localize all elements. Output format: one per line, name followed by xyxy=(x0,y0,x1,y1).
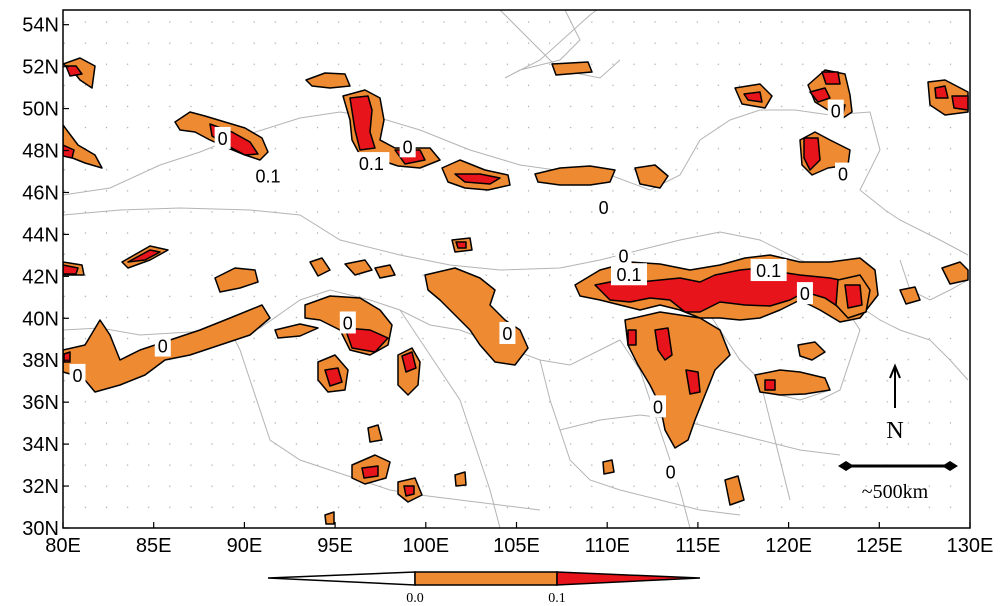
contour-label-box xyxy=(796,282,813,305)
colorbar-left-triangle xyxy=(267,571,416,586)
contour-label-box xyxy=(353,152,390,175)
contour-label-box xyxy=(595,196,612,219)
contour-label-box xyxy=(339,311,356,334)
contour-label: 0 xyxy=(158,337,168,357)
contour-label: 0.1 xyxy=(359,154,384,174)
contour-label-box xyxy=(69,363,86,386)
contour-label-box xyxy=(399,135,416,158)
colorbar-label-0: 0.0 xyxy=(406,591,424,606)
contour-label-box xyxy=(214,126,231,149)
x-tick-label: 100E xyxy=(402,535,449,557)
x-axis: 80E 85E 90E 95E 100E 105E 110E 115E 120E 125E 130E xyxy=(45,522,993,557)
contour-label: 0 xyxy=(831,102,841,122)
y-tick-label: 46N xyxy=(22,182,59,204)
y-tick-label: 36N xyxy=(22,392,59,414)
contour-label: 0 xyxy=(403,137,413,157)
y-tick-label: 44N xyxy=(22,224,59,246)
contour-label-box xyxy=(610,263,647,286)
y-tick-label: 34N xyxy=(22,434,59,456)
contour-label: 0 xyxy=(599,198,609,218)
contour-label-box xyxy=(615,244,632,267)
y-tick-label: 38N xyxy=(22,350,59,372)
contour-label-box xyxy=(750,259,787,282)
x-tick-label: 85E xyxy=(136,535,172,557)
contour-label: 0.1 xyxy=(616,265,641,285)
y-tick-label: 32N xyxy=(22,476,59,498)
contour-label: 0.1 xyxy=(255,167,280,187)
y-tick-label: 52N xyxy=(22,57,59,79)
colorbar: 0.0 0.1 xyxy=(267,571,701,606)
colorbar-low-segment xyxy=(414,571,558,586)
x-tick-label: 110E xyxy=(585,535,630,557)
x-tick-label: 125E xyxy=(856,535,903,557)
y-tick-label: 30N xyxy=(22,518,59,540)
contour-label: 0 xyxy=(619,246,629,266)
y-tick-label: 40N xyxy=(22,308,59,330)
x-tick-label: 105E xyxy=(493,535,540,557)
contour-label: 0 xyxy=(502,324,512,344)
x-tick-label: 130E xyxy=(947,535,994,557)
colorbar-high-triangle xyxy=(556,571,701,586)
x-tick-label: 120E xyxy=(765,535,812,557)
north-label: N xyxy=(886,418,903,444)
contour-label: 0 xyxy=(838,165,848,185)
y-tick-label: 54N xyxy=(22,15,59,37)
x-tick-label: 80E xyxy=(45,535,81,557)
contour-label: 0 xyxy=(653,397,663,417)
contour-label: 0 xyxy=(800,284,810,304)
north-arrow: N xyxy=(886,363,904,444)
y-tick-label: 42N xyxy=(22,266,59,288)
scale-label: ~500km xyxy=(862,481,929,503)
contour-label-box xyxy=(249,164,286,187)
x-tick-label: 115E xyxy=(675,535,720,557)
y-axis: 30N 32N 34N 36N 38N 40N 42N 44N 46N 48N 50N 52N 54N xyxy=(22,15,69,540)
contour-label-box xyxy=(499,321,516,344)
scale-bar: ~500km xyxy=(838,461,958,503)
contour-label: 0.1 xyxy=(756,261,781,281)
x-tick-label: 95E xyxy=(317,535,353,557)
contour-label-box xyxy=(835,162,852,185)
contour-label-box xyxy=(649,395,666,418)
contour-label: 0 xyxy=(666,462,676,482)
contour-label-box xyxy=(827,99,844,122)
contour-label: 0 xyxy=(343,313,353,333)
y-tick-label: 50N xyxy=(22,99,59,121)
contour-label-box xyxy=(662,460,679,483)
contour-label: 0 xyxy=(218,129,228,149)
y-tick-label: 48N xyxy=(22,141,59,163)
contour-label-box xyxy=(154,334,171,357)
contour-label: 0 xyxy=(73,366,83,386)
colorbar-label-1: 0.1 xyxy=(548,591,566,606)
x-tick-label: 90E xyxy=(227,535,263,557)
